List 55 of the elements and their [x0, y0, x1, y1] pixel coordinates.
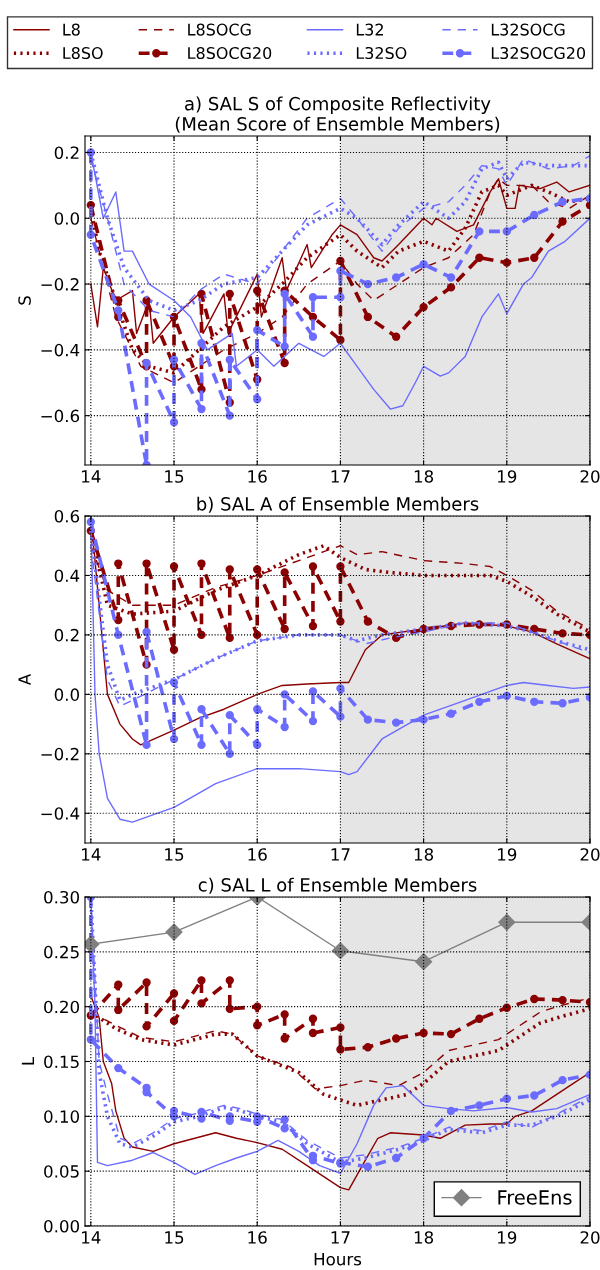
- x-tick-label: 18: [414, 848, 434, 861]
- x-tick-label: 15: [165, 848, 184, 861]
- chart-title: b) SAL A of Ensemble Members: [197, 496, 479, 513]
- x-tick-label: 18: [414, 470, 434, 483]
- x-tick-label: 14: [82, 1231, 101, 1244]
- y-tick-label: 0.05: [44, 1165, 79, 1178]
- legend-label: L8SOCG: [188, 23, 251, 36]
- x-tick-label: 15: [165, 470, 184, 483]
- x-tick-label: 16: [248, 470, 267, 483]
- x-axis-title: Hours: [314, 1253, 362, 1266]
- legend-label: FreeEns: [498, 1190, 572, 1205]
- y-tick-label: 0.6: [54, 509, 80, 523]
- y-tick-label: 0.20: [44, 1000, 80, 1014]
- legend-label: L32: [356, 23, 383, 36]
- x-tick-label: 14: [82, 470, 101, 483]
- x-tick-label: 19: [498, 470, 517, 483]
- y-tick-label: 0.00: [44, 1219, 80, 1233]
- y-tick-label: −0.4: [41, 343, 80, 357]
- y-tick-label: −0.6: [41, 409, 80, 423]
- legend-label: L8: [63, 23, 80, 36]
- x-tick-label: 14: [82, 848, 101, 861]
- chart-title: a) SAL S of Composite Reflectivity (Mean Score of Ensemble Members): [175, 96, 500, 133]
- x-tick-label: 16: [248, 848, 267, 861]
- y-tick-label: 0.15: [44, 1055, 79, 1069]
- x-tick-label: 20: [580, 1231, 600, 1244]
- legend-label: L8SOCG20: [188, 46, 272, 60]
- x-tick-label: 17: [331, 848, 350, 861]
- x-tick-label: 18: [414, 1231, 434, 1244]
- y-tick-label: 0.2: [54, 146, 79, 160]
- y-tick-label: −0.2: [41, 747, 79, 761]
- y-tick-label: 0.25: [44, 945, 79, 959]
- x-tick-label: 19: [498, 848, 517, 861]
- x-tick-label: 15: [165, 1231, 184, 1244]
- x-tick-label: 20: [580, 848, 600, 861]
- y-tick-label: −0.4: [41, 807, 80, 820]
- legend-label: L32SOCG20: [491, 46, 586, 60]
- y-tick-label: −0.2: [41, 278, 79, 291]
- y-axis-title: A: [18, 673, 31, 686]
- y-axis-title: S: [18, 296, 31, 305]
- y-tick-label: 0.4: [54, 569, 80, 583]
- x-tick-label: 19: [498, 1231, 517, 1244]
- x-tick-label: 16: [248, 1231, 267, 1244]
- y-tick-label: 0.10: [44, 1110, 80, 1123]
- y-tick-label: 0.2: [54, 628, 79, 642]
- x-tick-label: 17: [331, 470, 350, 483]
- x-tick-label: 20: [580, 470, 600, 483]
- y-tick-label: 0.0: [54, 212, 80, 225]
- y-tick-label: 0.30: [44, 890, 80, 904]
- legend-label: L8SO: [63, 46, 103, 60]
- y-tick-label: 0.0: [54, 688, 80, 701]
- chart-title: c) SAL L of Ensemble Members: [198, 877, 477, 894]
- legend-label: L32SOCG: [491, 23, 565, 36]
- x-tick-label: 17: [331, 1231, 350, 1244]
- legend-label: L32SO: [356, 46, 407, 60]
- y-axis-title: L: [21, 1056, 35, 1065]
